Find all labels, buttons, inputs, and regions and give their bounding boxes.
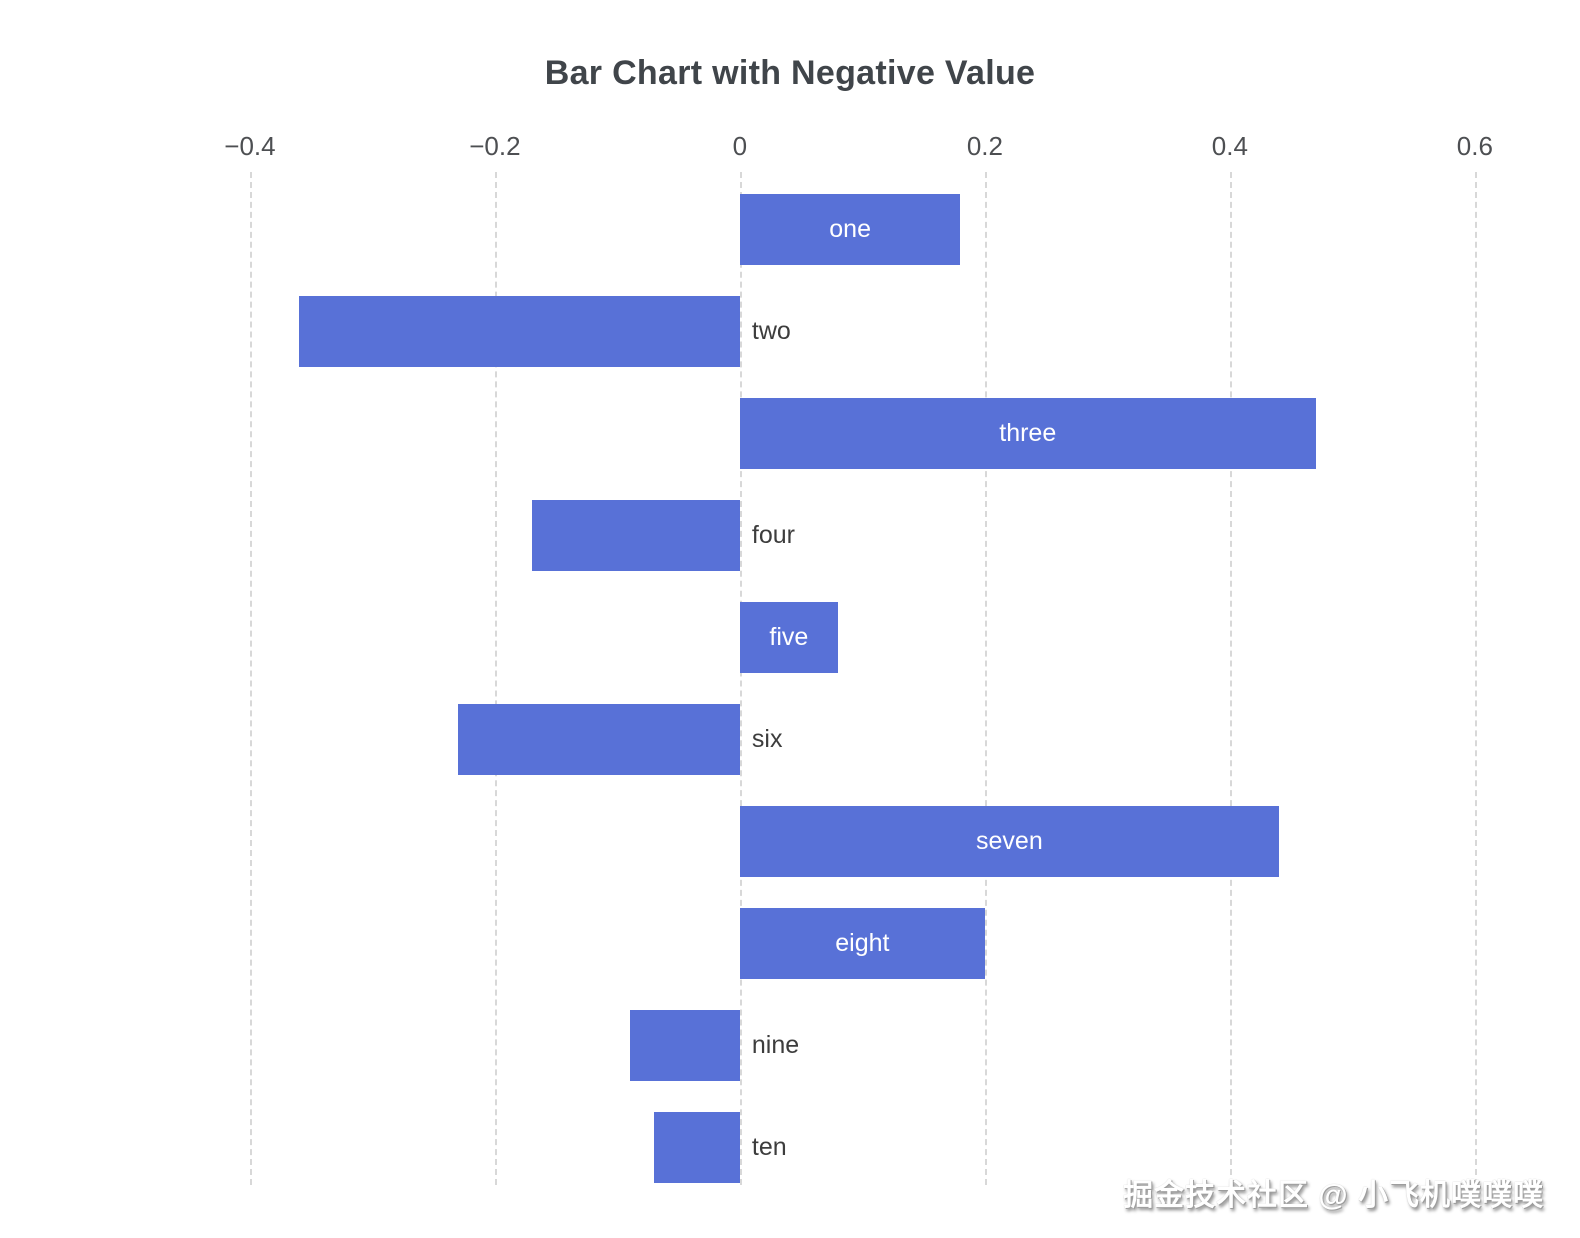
gridline-0.6 [1474,172,1477,1185]
gridline-−0.2 [494,172,497,1185]
bar-one[interactable]: one [739,194,961,265]
x-tick-label: 0.2 [966,131,1003,161]
x-tick-label: 0 [732,131,748,161]
gridline-0 [739,172,742,1185]
bar-label-six: six [751,725,783,753]
chart-title: Bar Chart with Negative Value [544,54,1036,92]
bar-ten[interactable] [654,1112,740,1183]
bar-four[interactable] [531,500,740,571]
gridline-−0.4 [249,172,252,1185]
bar-label-seven: seven [976,827,1043,855]
bar-label-four: four [751,521,795,549]
bar-five[interactable]: five [739,602,838,673]
bar-label-two: two [751,317,791,345]
bar-eight[interactable]: eight [739,908,985,979]
bar-nine[interactable] [629,1010,740,1081]
bar-label-three: three [999,419,1057,447]
bar-label-ten: ten [751,1133,787,1161]
bar-label-eight: eight [835,929,890,957]
plot-area: one two three four five six seven eight nine ten [185,172,1530,1185]
gridline-0.2 [984,172,987,1185]
bar-seven[interactable]: seven [739,806,1279,877]
bar-label-one: one [829,215,871,243]
bar-two[interactable] [298,296,740,367]
bar-three[interactable]: three [739,398,1316,469]
bar-label-five: five [769,623,809,651]
x-tick-label: 0.4 [1211,131,1248,161]
x-tick-label: −0.4 [224,131,276,161]
x-axis-ticks: −0.4 −0.2 0 0.2 0.4 0.6 [185,131,1530,165]
gridline-0.4 [1229,172,1232,1185]
x-tick-label: 0.6 [1456,131,1493,161]
watermark-text: 掘金技术社区 @ 小飞机噗噗噗 [1123,1179,1544,1212]
bar-six[interactable] [458,704,740,775]
x-tick-label: −0.2 [469,131,521,161]
bar-label-nine: nine [751,1031,800,1059]
